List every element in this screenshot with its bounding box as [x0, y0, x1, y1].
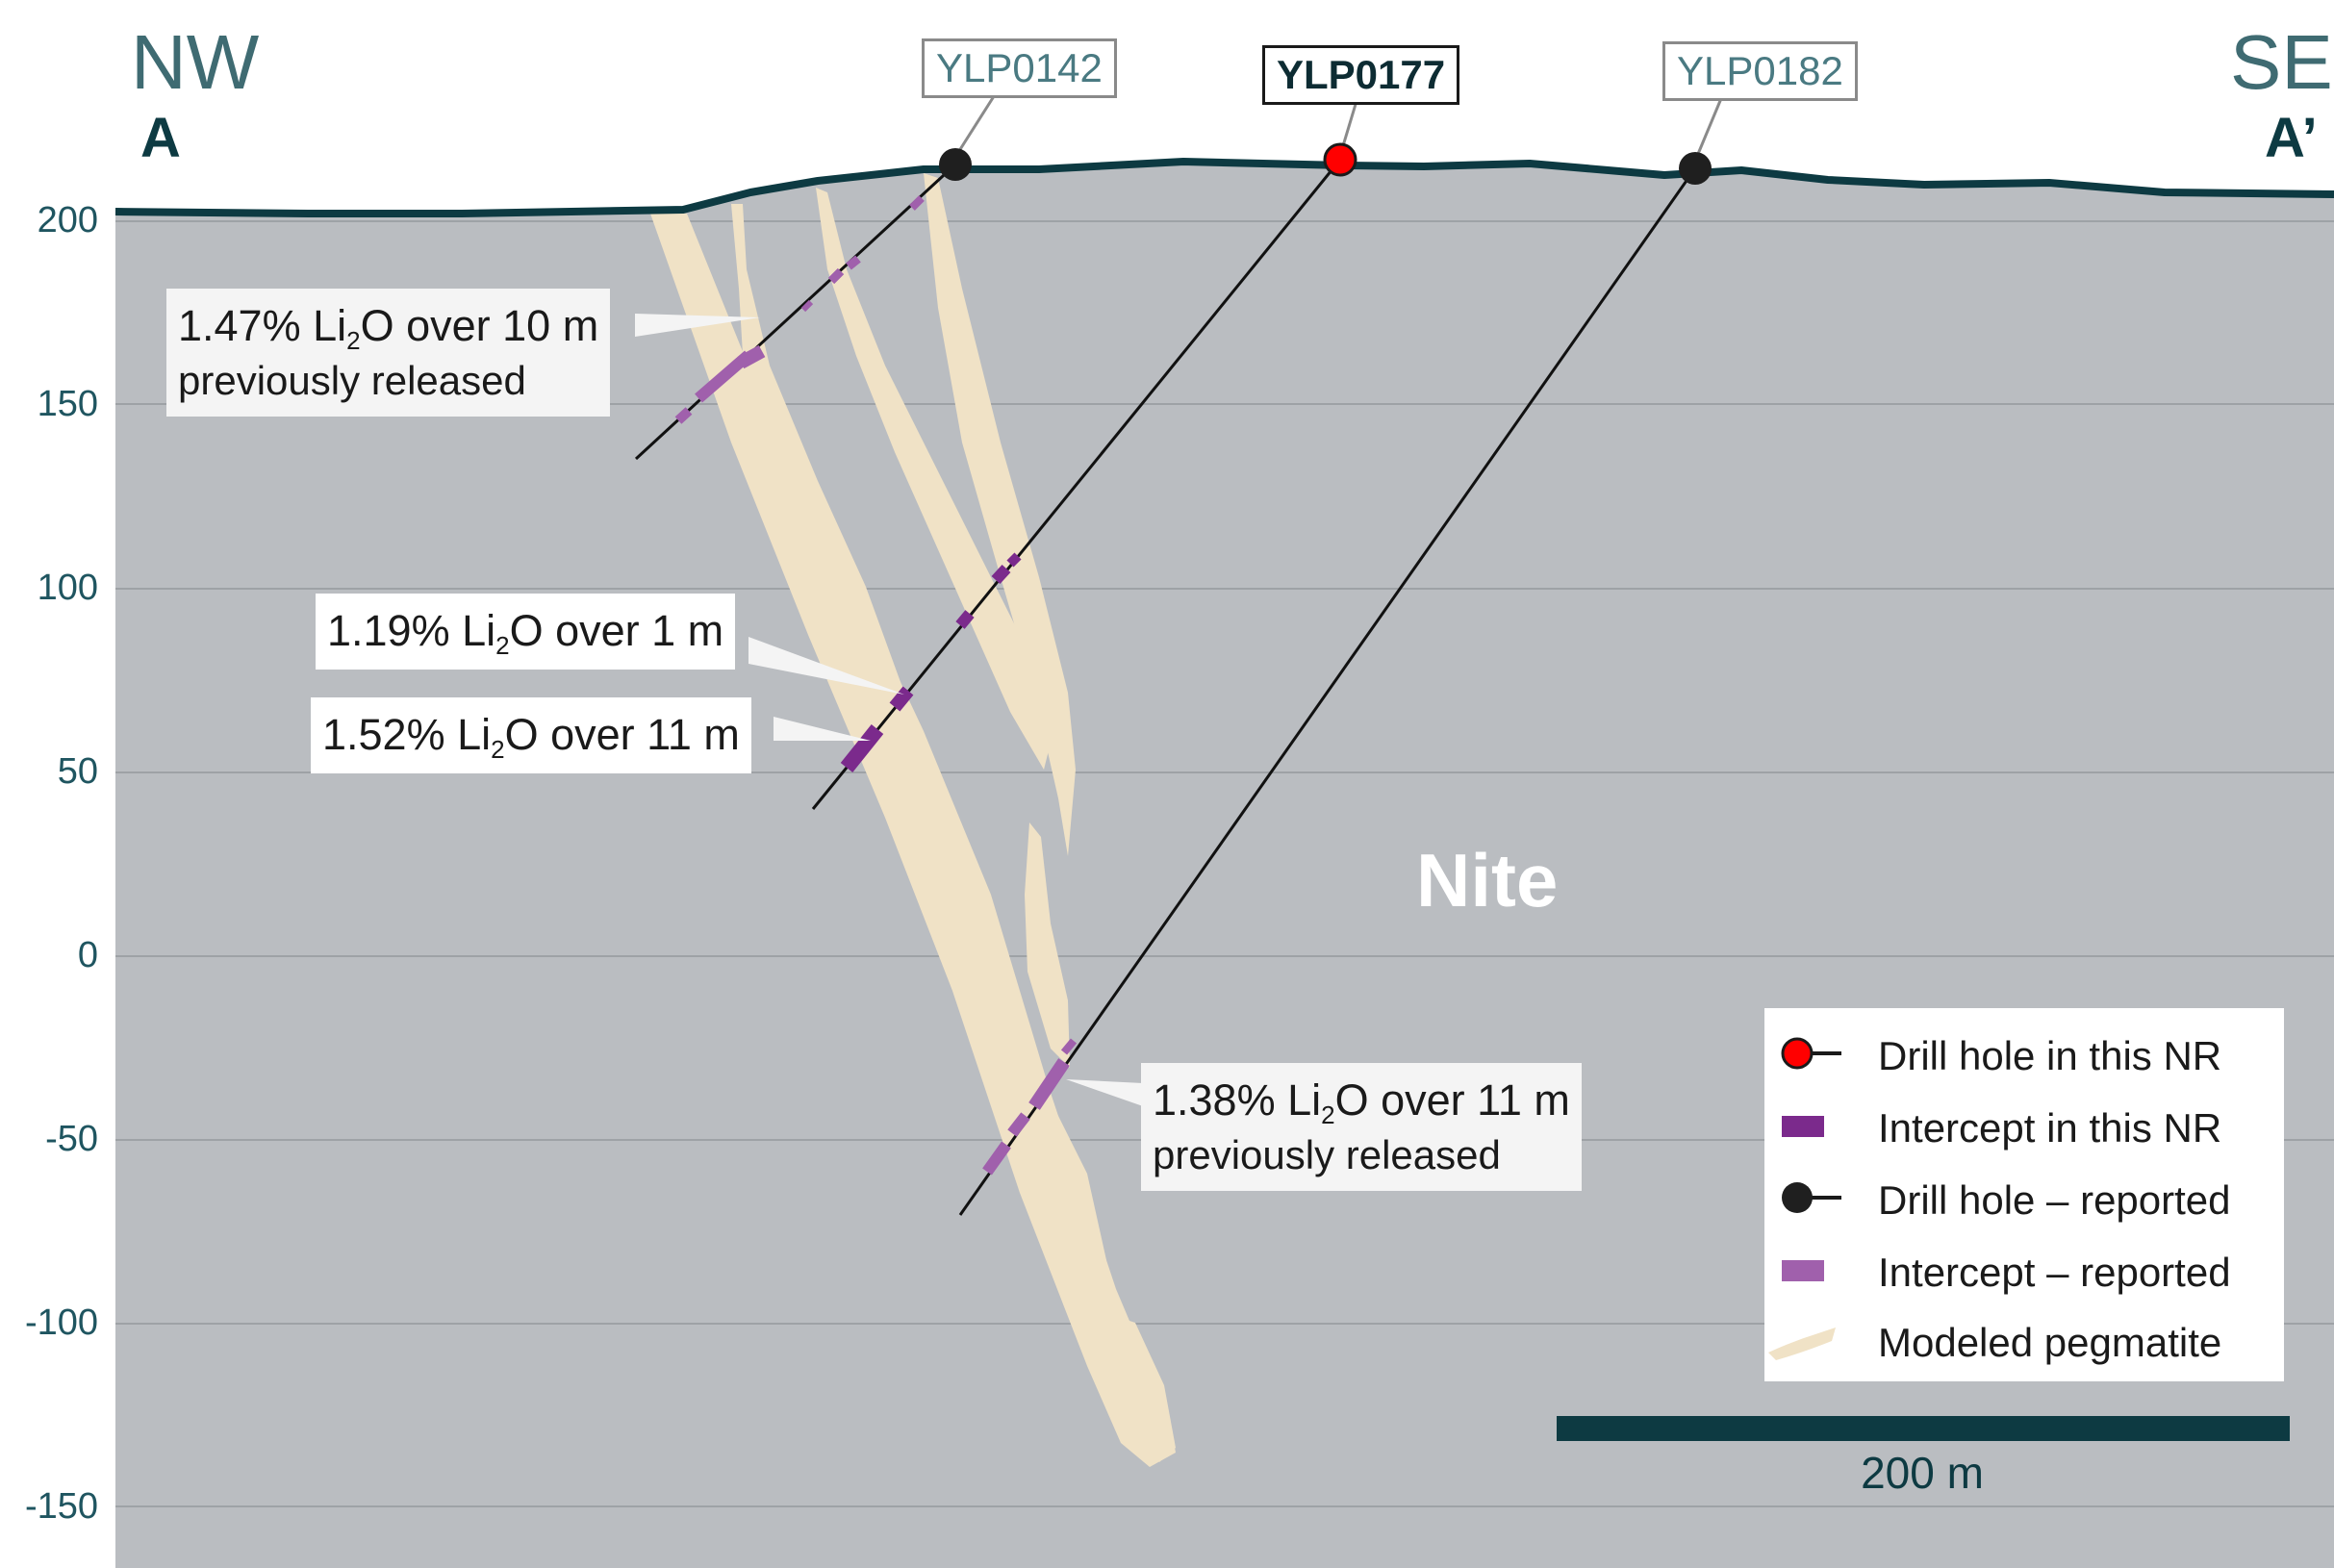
current-intercepts	[840, 552, 1022, 772]
callout-subscript: 2	[495, 631, 510, 661]
red-collar-icon	[1781, 1037, 1841, 1070]
collar-ylp0142	[939, 148, 972, 181]
legend-item: Drill hole – reported	[1764, 1162, 2284, 1233]
zone-label: Nite	[1416, 838, 1559, 923]
legend-label: Intercept – reported	[1878, 1250, 2231, 1295]
legend-item: Intercept in this NR	[1764, 1090, 2284, 1161]
drill-hole-tag-ylp0142: YLP0142	[922, 38, 1117, 99]
callout-subscript: 2	[491, 735, 505, 765]
intercept-reported	[695, 350, 752, 403]
intercept-reported	[982, 1141, 1011, 1176]
leader-ylp0142	[955, 92, 998, 155]
pegmatite-swatch-icon	[1768, 1328, 1836, 1360]
intercept-reported	[1007, 1112, 1030, 1137]
intercept-reported	[800, 299, 814, 313]
elevation-tick: 150	[37, 384, 98, 424]
trace-ylp0182	[958, 167, 1697, 1216]
pegmatite-east-dyke	[816, 188, 1053, 770]
modeled-pegmatite	[650, 173, 1176, 1467]
callout-length: O over 11 m	[1334, 1075, 1570, 1125]
legend-label: Intercept in this NR	[1878, 1105, 2222, 1151]
callout-subscript: 2	[346, 326, 361, 356]
leader-callout-2	[748, 637, 904, 695]
callout-leaders	[635, 314, 1143, 1106]
callout-grade: 1.52% Li	[322, 710, 492, 759]
legend-label: Drill hole – reported	[1878, 1177, 2231, 1223]
leader-callout-3	[774, 717, 871, 741]
legend-item: Intercept – reported	[1764, 1234, 2284, 1305]
pegmatite-lens-lower	[1025, 822, 1070, 1068]
elevation-tick: 0	[77, 935, 98, 975]
intercept-this-nr	[840, 724, 884, 772]
callout-length: O over 11 m	[504, 710, 740, 759]
tag-leaders	[955, 92, 1724, 155]
intercept-reported	[674, 407, 693, 424]
elevation-tick: 200	[37, 200, 98, 240]
se-direction-label: SE	[2230, 19, 2333, 105]
collar-ylp0177	[1323, 142, 1357, 177]
legend-label: Drill hole in this NR	[1878, 1033, 2222, 1078]
reported-intercepts	[674, 195, 1078, 1176]
callout-note: previously released	[178, 357, 526, 403]
section-start-label: A	[140, 107, 181, 169]
callout-length: O over 10 m	[360, 301, 599, 350]
legend-label: Modeled pegmatite	[1878, 1320, 2222, 1365]
section-end-label: A’	[2265, 107, 2318, 169]
callout-grade: 1.19% Li	[327, 606, 496, 655]
callout-grade: 1.38% Li	[1153, 1075, 1322, 1125]
intercept-this-nr	[955, 610, 975, 629]
callout-note: previously released	[1153, 1131, 1501, 1177]
intercept-reported	[846, 255, 861, 270]
leader-callout-4	[1066, 1079, 1143, 1106]
elevation-tick: 100	[37, 568, 98, 608]
leader-ylp0177	[1340, 100, 1358, 150]
scale-bar	[1557, 1416, 2290, 1441]
intercept-this-nr	[991, 564, 1011, 585]
black-collar-icon	[1782, 1182, 1841, 1213]
intercept-callout-ylp0177-upper: 1.19% Li2O over 1 m	[316, 594, 736, 670]
light-purple-bar-icon	[1782, 1260, 1824, 1281]
elevation-tick: -100	[24, 1302, 98, 1343]
drill-hole-tag-ylp0177: YLP0177	[1262, 45, 1460, 106]
intercept-callout-ylp0177-lower: 1.52% Li2O over 11 m	[311, 697, 751, 773]
elevation-tick: -50	[45, 1119, 98, 1159]
elevation-tick: 50	[57, 751, 98, 792]
drill-hole-tag-ylp0182: YLP0182	[1662, 41, 1858, 102]
leader-callout-1	[635, 314, 760, 337]
intercept-this-nr	[1006, 552, 1022, 568]
intercept-reported	[737, 344, 766, 369]
callout-length: O over 1 m	[509, 606, 724, 655]
leader-ylp0182	[1696, 95, 1724, 155]
pegmatite-tail	[1118, 1318, 1176, 1462]
trace-ylp0142	[634, 163, 957, 461]
intercept-reported	[1028, 1058, 1070, 1110]
scale-bar-label: 200 m	[1861, 1448, 1984, 1498]
intercept-reported	[1060, 1038, 1078, 1055]
legend-item: Modeled pegmatite	[1764, 1304, 2284, 1376]
dark-purple-bar-icon	[1782, 1116, 1824, 1137]
pegmatite-lens-upper	[924, 173, 1076, 856]
callout-grade: 1.47% Li	[178, 301, 347, 350]
collar-ylp0182	[1679, 152, 1712, 185]
intercept-callout-ylp0182: 1.38% Li2O over 11 m previously released	[1141, 1063, 1582, 1192]
intercept-reported	[909, 195, 925, 211]
legend: Drill hole in this NR Intercept in this …	[1764, 1008, 2284, 1381]
pegmatite-branch-dyke	[731, 204, 1106, 1279]
intercept-callout-ylp0142: 1.47% Li2O over 10 m previously released	[166, 289, 611, 417]
legend-item: Drill hole in this NR	[1764, 1018, 2284, 1089]
callout-subscript: 2	[1321, 1100, 1335, 1130]
intercept-reported	[827, 267, 845, 285]
intercept-this-nr	[889, 686, 914, 712]
elevation-tick: -150	[24, 1486, 98, 1527]
nw-direction-label: NW	[131, 19, 260, 105]
